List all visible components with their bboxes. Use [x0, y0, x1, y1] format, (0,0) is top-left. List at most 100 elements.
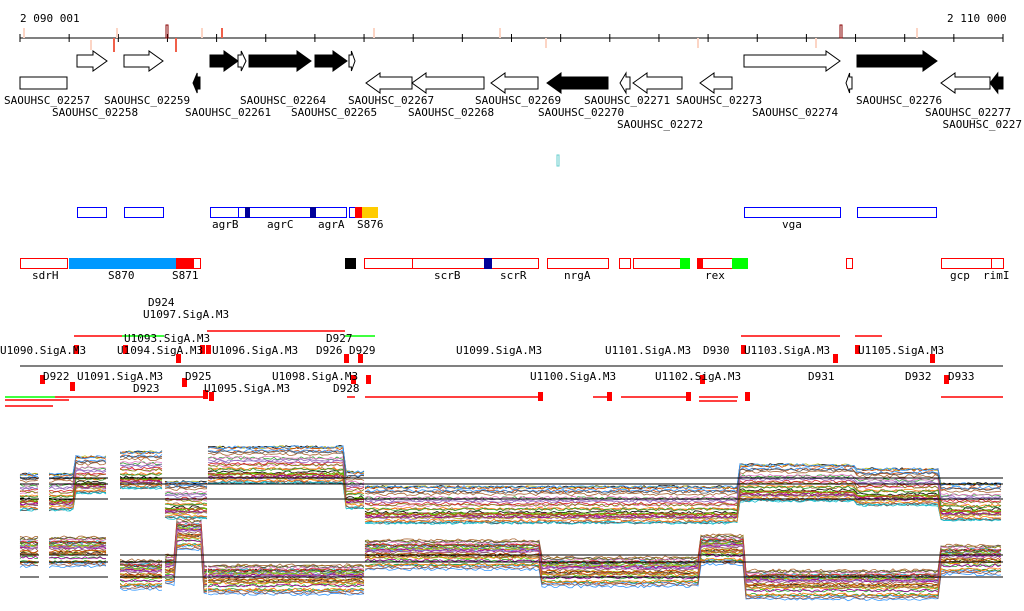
blue-feature[interactable] — [77, 207, 107, 218]
operon-boundary-marker[interactable] — [607, 392, 612, 401]
operon-boundary-marker[interactable] — [344, 354, 349, 363]
snp-marker[interactable] — [23, 28, 25, 38]
operon-boundary-marker[interactable] — [833, 354, 838, 363]
blue-feature[interactable] — [349, 207, 356, 218]
gene-arrow[interactable] — [248, 50, 312, 72]
red-feature[interactable] — [633, 258, 681, 269]
blue-feature[interactable] — [362, 207, 378, 218]
operon-label[interactable]: D933 — [948, 370, 975, 383]
blue-feature[interactable] — [245, 207, 250, 218]
blue-feature[interactable] — [310, 207, 316, 218]
operon-label[interactable]: U1103.SigA.M3 — [744, 344, 830, 357]
operon-label[interactable]: U1100.SigA.M3 — [530, 370, 616, 383]
red-feature[interactable] — [69, 258, 177, 269]
operon-boundary-marker[interactable] — [40, 375, 45, 384]
gene-arrow[interactable] — [76, 50, 108, 72]
operon-label[interactable]: D929 — [349, 344, 376, 357]
operon-label[interactable]: D926 — [316, 344, 343, 357]
gene-arrow[interactable] — [411, 72, 485, 94]
red-feature[interactable] — [484, 258, 492, 269]
red-feature[interactable] — [846, 258, 853, 269]
blue-feature[interactable] — [744, 207, 841, 218]
operon-boundary-marker[interactable] — [944, 375, 949, 384]
operon-boundary-marker[interactable] — [176, 354, 181, 363]
gene-arrow[interactable] — [619, 71, 631, 95]
snp-marker[interactable] — [697, 38, 699, 48]
operon-boundary-marker[interactable] — [358, 354, 363, 363]
snp-marker[interactable] — [165, 24, 169, 39]
operon-label[interactable]: D932 — [905, 370, 932, 383]
operon-label[interactable]: U1090.SigA.M3 — [0, 344, 86, 357]
operon-label[interactable]: U1099.SigA.M3 — [456, 344, 542, 357]
operon-boundary-marker[interactable] — [70, 382, 75, 391]
operon-boundary-marker[interactable] — [209, 392, 214, 401]
blue-feature[interactable] — [238, 207, 246, 218]
operon-label[interactable]: U1101.SigA.M3 — [605, 344, 691, 357]
gene-arrow[interactable] — [237, 50, 247, 72]
snp-marker[interactable] — [815, 38, 817, 48]
operon-boundary-marker[interactable] — [123, 345, 128, 354]
snp-marker[interactable] — [175, 38, 177, 52]
operon-label[interactable]: D931 — [808, 370, 835, 383]
gene-arrow[interactable] — [123, 50, 164, 72]
operon-label[interactable]: D928 — [333, 382, 360, 395]
operon-boundary-marker[interactable] — [741, 345, 746, 354]
gene-arrow[interactable] — [845, 72, 853, 94]
operon-label[interactable]: U1105.SigA.M3 — [858, 344, 944, 357]
red-feature[interactable] — [364, 258, 413, 269]
cyan-marker[interactable] — [556, 154, 560, 167]
red-feature[interactable] — [941, 258, 992, 269]
operon-label[interactable]: U1096.SigA.M3 — [212, 344, 298, 357]
gene-arrow[interactable] — [940, 72, 991, 94]
operon-boundary-marker[interactable] — [366, 375, 371, 384]
operon-label[interactable]: D923 — [133, 382, 160, 395]
red-feature[interactable] — [991, 258, 1004, 269]
snp-marker[interactable] — [113, 38, 115, 52]
red-feature[interactable] — [732, 258, 748, 269]
operon-label[interactable]: U1095.SigA.M3 — [204, 382, 290, 395]
blue-feature[interactable] — [857, 207, 937, 218]
gene-arrow[interactable] — [699, 72, 733, 94]
operon-label[interactable]: U1094.SigA.M3 — [117, 344, 203, 357]
operon-label[interactable]: U1098.SigA.M3 — [272, 370, 358, 383]
operon-boundary-marker[interactable] — [855, 345, 860, 354]
gene-arrow[interactable] — [632, 72, 683, 94]
red-feature[interactable] — [619, 258, 631, 269]
gene-arrow[interactable] — [546, 72, 609, 94]
gene-arrow[interactable] — [192, 72, 201, 94]
operon-boundary-marker[interactable] — [538, 392, 543, 401]
snp-marker[interactable] — [201, 28, 203, 38]
gene-arrow[interactable] — [989, 71, 1004, 95]
snp-marker[interactable] — [499, 28, 501, 38]
operon-label[interactable]: D924 — [148, 296, 175, 309]
snp-marker[interactable] — [545, 38, 547, 48]
gene-arrow[interactable] — [856, 50, 938, 72]
blue-feature[interactable] — [210, 207, 239, 218]
operon-label[interactable]: U1091.SigA.M3 — [77, 370, 163, 383]
operon-boundary-marker[interactable] — [182, 378, 187, 387]
red-feature[interactable] — [176, 258, 194, 269]
gene-arrow[interactable] — [365, 72, 413, 94]
red-feature[interactable] — [412, 258, 485, 269]
operon-label[interactable]: U1097.SigA.M3 — [143, 308, 229, 321]
snp-marker[interactable] — [90, 40, 92, 50]
red-feature[interactable] — [547, 258, 609, 269]
operon-label[interactable]: D925 — [185, 370, 212, 383]
operon-label[interactable]: D927 — [326, 332, 353, 345]
operon-boundary-marker[interactable] — [206, 345, 211, 354]
red-feature[interactable] — [697, 258, 703, 269]
operon-label[interactable]: D930 — [703, 344, 730, 357]
operon-boundary-marker[interactable] — [930, 354, 935, 363]
snp-marker[interactable] — [839, 24, 843, 39]
gene-arrow[interactable] — [348, 50, 356, 72]
gene-arrow[interactable] — [314, 50, 348, 72]
operon-label[interactable]: U1102.SigA.M3 — [655, 370, 741, 383]
blue-feature[interactable] — [124, 207, 164, 218]
operon-boundary-marker[interactable] — [686, 392, 691, 401]
blue-feature[interactable] — [249, 207, 311, 218]
gene-arrow[interactable] — [19, 76, 68, 90]
operon-boundary-marker[interactable] — [203, 390, 208, 399]
gene-arrow[interactable] — [743, 50, 841, 72]
operon-boundary-marker[interactable] — [745, 392, 750, 401]
snp-marker[interactable] — [221, 28, 223, 38]
